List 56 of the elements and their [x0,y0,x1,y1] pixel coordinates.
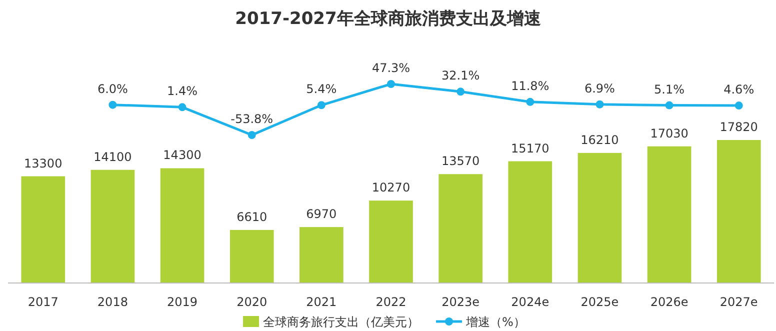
bar [716,140,761,283]
bar [21,176,66,283]
x-tick-label: 2025e [580,295,619,309]
x-tick-label: 2021 [306,295,337,309]
x-tick-label: 2024e [511,295,550,309]
point [456,88,465,96]
bar [230,230,274,283]
data-label: 5.4% [306,82,337,96]
x-tick-label: 2020 [236,295,268,309]
data-label: 5.1% [654,82,685,96]
x-tick-label: 2019 [167,295,198,309]
data-label: 6610 [236,210,268,224]
point [317,101,326,110]
data-label: 6970 [306,207,337,222]
data-label: 13570 [441,154,480,168]
point [596,100,604,108]
data-label: 14300 [163,148,202,162]
x-tick-label: 2017 [28,295,58,309]
bar [369,200,413,283]
x-tick-label: 2026e [650,295,688,309]
point [665,101,674,110]
x-tick-label: 2018 [97,295,128,309]
legend-label: 增速（%） [465,315,526,329]
point [178,103,186,112]
bar [160,168,204,283]
bar [300,227,344,283]
data-label: 17820 [720,120,758,134]
point [108,100,117,109]
point [526,98,534,106]
bar [647,146,692,283]
data-label: 10270 [372,180,410,195]
legend-label: 全球商务旅行支出（亿美元） [263,315,419,329]
point [734,102,743,110]
data-label: 4.6% [724,82,754,97]
x-tick-label: 2027e [720,295,758,309]
bar [578,152,622,283]
data-label: 47.3% [372,61,410,75]
data-label: 32.1% [442,68,480,83]
point [248,131,256,139]
data-label: 1.4% [167,84,198,98]
data-label: 14100 [94,150,132,164]
data-label: 6.0% [97,82,128,96]
data-label: 15170 [511,141,550,156]
data-label: 6.9% [584,81,615,96]
data-label: 16210 [580,132,619,147]
bar [438,174,482,283]
data-label: 13300 [24,156,62,170]
x-tick-label: 2022 [376,295,406,309]
x-tick-label: 2023e [442,295,480,309]
chart-title: 2017-2027年全球商旅消费支出及增速 [235,9,541,29]
data-label: 17030 [650,126,688,140]
data-label: 11.8% [511,78,550,93]
data-label: -53.8% [230,112,274,126]
point [387,80,395,88]
bar [90,170,135,283]
bar [508,161,552,283]
